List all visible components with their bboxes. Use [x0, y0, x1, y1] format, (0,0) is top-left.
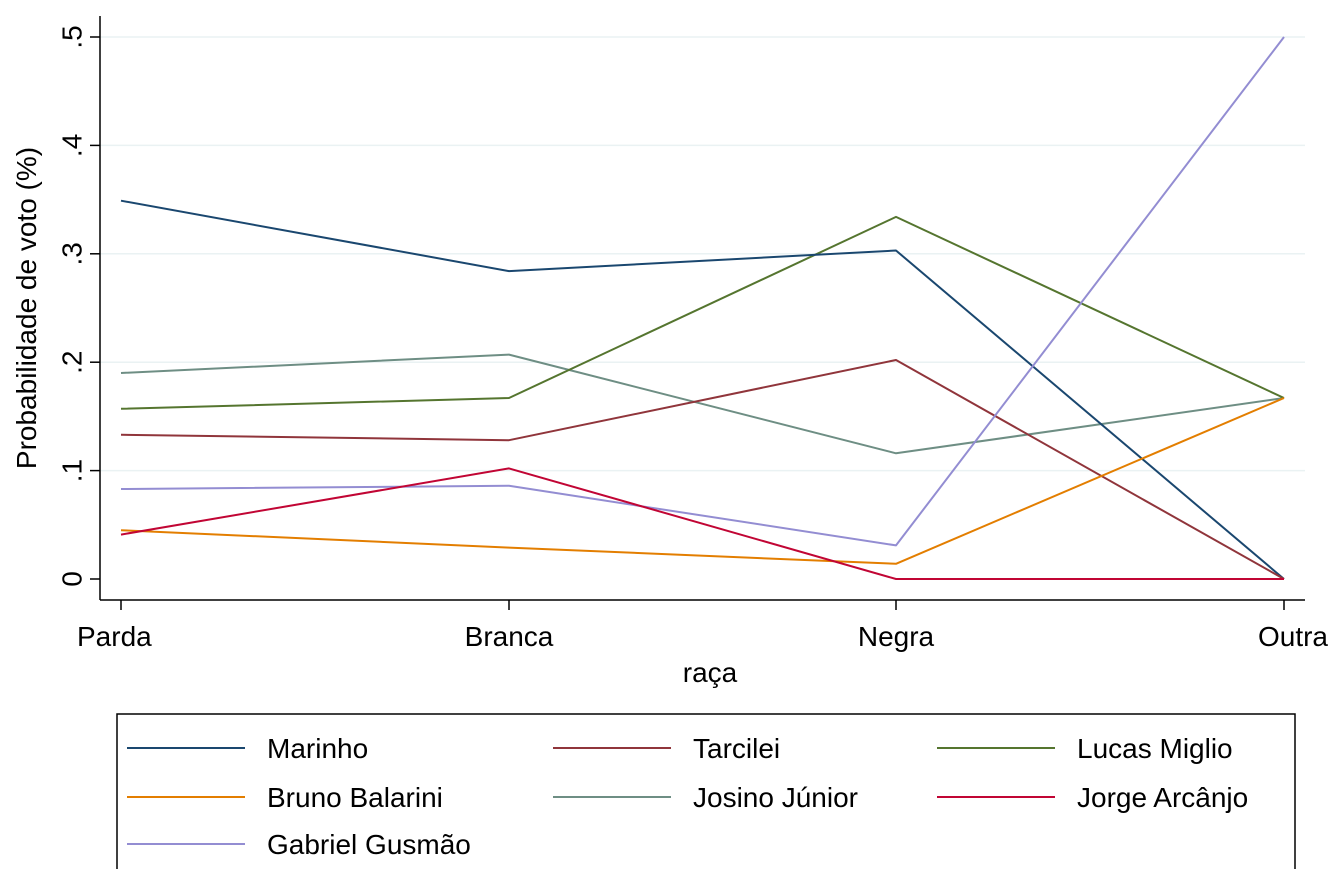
y-axis-ticks: 0 .1 .2 .3 .4 .5	[56, 25, 100, 587]
legend-label: Bruno Balarini	[267, 782, 443, 813]
x-tick-label: Branca	[465, 621, 554, 652]
x-tick-label: Negra	[858, 621, 935, 652]
x-axis-ticks: Parda Branca Negra Outra	[77, 600, 1328, 652]
y-tick-label: .1	[56, 459, 87, 482]
series-lines	[120, 36, 1285, 580]
legend-items: Marinho Tarcilei Lucas Miglio Bruno Balarin…	[127, 733, 1248, 860]
legend-label: Josino Júnior	[693, 782, 858, 813]
series-line-tarcilei	[120, 359, 1285, 580]
x-tick-label: Outra	[1258, 621, 1328, 652]
y-tick-label: .5	[56, 25, 87, 48]
legend-label: Gabriel Gusmão	[267, 829, 471, 860]
legend-label: Jorge Arcânjo	[1077, 782, 1248, 813]
y-tick-label: .4	[56, 134, 87, 157]
x-axis-title: raça	[683, 657, 738, 688]
series-line-bruno-balarini	[120, 397, 1285, 565]
series-line-lucas-miglio	[120, 215, 1285, 410]
y-tick-label: .2	[56, 351, 87, 374]
y-tick-label: 0	[56, 571, 87, 587]
series-line-marinho	[120, 199, 1285, 580]
gridlines	[100, 36, 1305, 472]
series-line-josino-junior	[120, 353, 1285, 455]
series-line-jorge-arcanjo	[120, 467, 1284, 580]
legend-label: Marinho	[267, 733, 368, 764]
legend-box	[116, 713, 1296, 869]
legend-label: Tarcilei	[693, 733, 780, 764]
series-line-gabriel-gusmao	[120, 36, 1285, 547]
legend: Marinho Tarcilei Lucas Miglio Bruno Balarin…	[116, 713, 1296, 869]
legend-label: Lucas Miglio	[1077, 733, 1233, 764]
y-tick-label: .3	[56, 242, 87, 265]
y-axis-title: Probabilidade de voto (%)	[11, 147, 42, 469]
x-tick-label: Parda	[77, 621, 152, 652]
